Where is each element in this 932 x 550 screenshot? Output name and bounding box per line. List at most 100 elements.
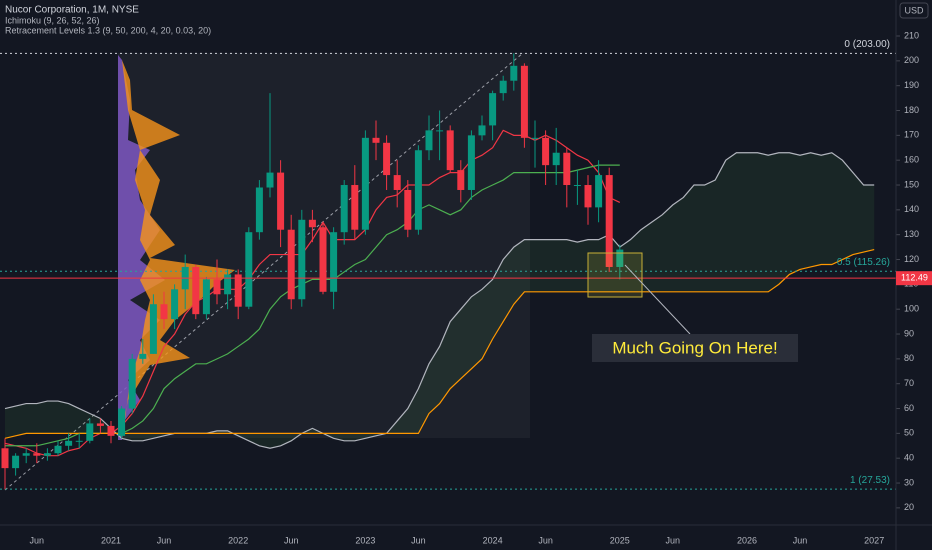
- candle-body: [118, 408, 126, 436]
- x-tick-label: Jun: [30, 535, 45, 545]
- indicator-label: Ichimoku (9, 26, 52, 26): [5, 15, 100, 25]
- callout-line: [624, 264, 691, 335]
- candle-body: [33, 453, 41, 456]
- y-tick-label: 80: [904, 353, 914, 363]
- candle-body: [563, 152, 571, 186]
- candle-body: [171, 289, 179, 320]
- candle-body: [425, 130, 433, 151]
- candle-body: [414, 150, 422, 230]
- price-tag-label: 112.49: [901, 273, 928, 283]
- x-tick-label: Jun: [411, 535, 426, 545]
- candle-body: [245, 232, 253, 307]
- candle-body: [393, 175, 401, 190]
- candle-body: [202, 279, 210, 315]
- candle-body: [255, 187, 263, 233]
- y-tick-label: 190: [904, 80, 919, 90]
- callout-text: Much Going On Here!: [612, 338, 777, 357]
- candle-body: [224, 274, 232, 295]
- candle-body: [489, 93, 497, 126]
- currency-box[interactable]: [899, 2, 929, 19]
- candle-body: [213, 279, 221, 295]
- y-tick-label: 60: [904, 403, 914, 413]
- y-tick-label: 180: [904, 105, 919, 115]
- candle-body: [96, 423, 104, 426]
- candle-body: [499, 80, 507, 94]
- x-tick-label: 2025: [610, 535, 630, 545]
- candle-body: [43, 453, 51, 456]
- candle-body: [446, 130, 454, 171]
- candle-body: [287, 229, 295, 300]
- candle-body: [605, 175, 613, 267]
- x-tick-label: Jun: [793, 535, 808, 545]
- indicator-line: [4, 249, 875, 439]
- y-tick-label: 40: [904, 453, 914, 463]
- candle-body: [54, 445, 62, 454]
- candle-body: [573, 185, 581, 187]
- callout-box: [592, 334, 798, 362]
- candle-body: [319, 227, 327, 292]
- cloud-fill: [5, 152, 875, 449]
- x-tick-label: 2023: [355, 535, 375, 545]
- candle-body: [12, 455, 20, 469]
- candle-body: [234, 274, 242, 307]
- candle-body: [584, 185, 592, 208]
- x-tick-label: 2024: [483, 535, 503, 545]
- candle-body: [65, 440, 73, 446]
- y-tick-label: 20: [904, 502, 914, 512]
- candle-body: [149, 304, 157, 354]
- x-tick-label: Jun: [666, 535, 681, 545]
- candle-body: [266, 172, 274, 188]
- highlight-box: [587, 252, 643, 298]
- x-tick-label: Jun: [157, 535, 172, 545]
- x-tick-label: Jun: [538, 535, 553, 545]
- candle-body: [510, 65, 518, 81]
- y-tick-label: 170: [904, 130, 919, 140]
- candle-body: [467, 135, 475, 190]
- y-tick-label: 30: [904, 477, 914, 487]
- x-tick-label: 2026: [737, 535, 757, 545]
- candle-body: [128, 358, 136, 409]
- indicator-line: [4, 152, 875, 449]
- candle-body: [192, 266, 200, 315]
- candle-body: [404, 189, 412, 230]
- y-tick-label: 130: [904, 229, 919, 239]
- candle-body: [616, 249, 624, 267]
- candle-body: [383, 142, 391, 176]
- candle-body: [351, 185, 359, 230]
- y-tick-label: 210: [904, 30, 919, 40]
- fib-label: 0 (203.00): [844, 39, 890, 50]
- volume-profile: [118, 55, 165, 440]
- x-tick-label: 2027: [864, 535, 884, 545]
- x-tick-label: Jun: [284, 535, 299, 545]
- y-tick-label: 50: [904, 428, 914, 438]
- x-tick-label: 2022: [228, 535, 248, 545]
- candle-body: [542, 137, 550, 166]
- candle-body: [308, 219, 316, 228]
- trend-line: [4, 52, 524, 491]
- candle-body: [298, 219, 306, 300]
- candle-body: [22, 453, 30, 456]
- candle-body: [372, 137, 380, 143]
- fib-label: 1 (27.53): [850, 475, 890, 486]
- candle-body: [595, 175, 603, 208]
- y-tick-label: 140: [904, 204, 919, 214]
- candle-body: [139, 353, 147, 359]
- candle-body: [160, 304, 168, 320]
- candle-body: [86, 423, 94, 441]
- plot: 0 (203.00) 0.5 (115.26) 1 (27.53): [0, 35, 900, 509]
- currency-label[interactable]: USD: [904, 5, 924, 15]
- indicator-label: Retracement Levels 1.3 (9, 50, 200, 4, 2…: [5, 25, 211, 35]
- y-tick-label: 160: [904, 155, 919, 165]
- chart-title: Nucor Corporation, 1M, NYSE: [5, 5, 139, 16]
- y-tick-label: 90: [904, 328, 914, 338]
- candle-body: [75, 440, 83, 442]
- y-tick-label: 120: [904, 254, 919, 264]
- candle-body: [1, 448, 9, 469]
- candle-body: [552, 152, 560, 166]
- candle-body: [361, 137, 369, 230]
- candle-body: [330, 232, 338, 292]
- candle-body: [107, 425, 115, 436]
- price-tag: [896, 271, 932, 286]
- candle-body: [457, 170, 465, 190]
